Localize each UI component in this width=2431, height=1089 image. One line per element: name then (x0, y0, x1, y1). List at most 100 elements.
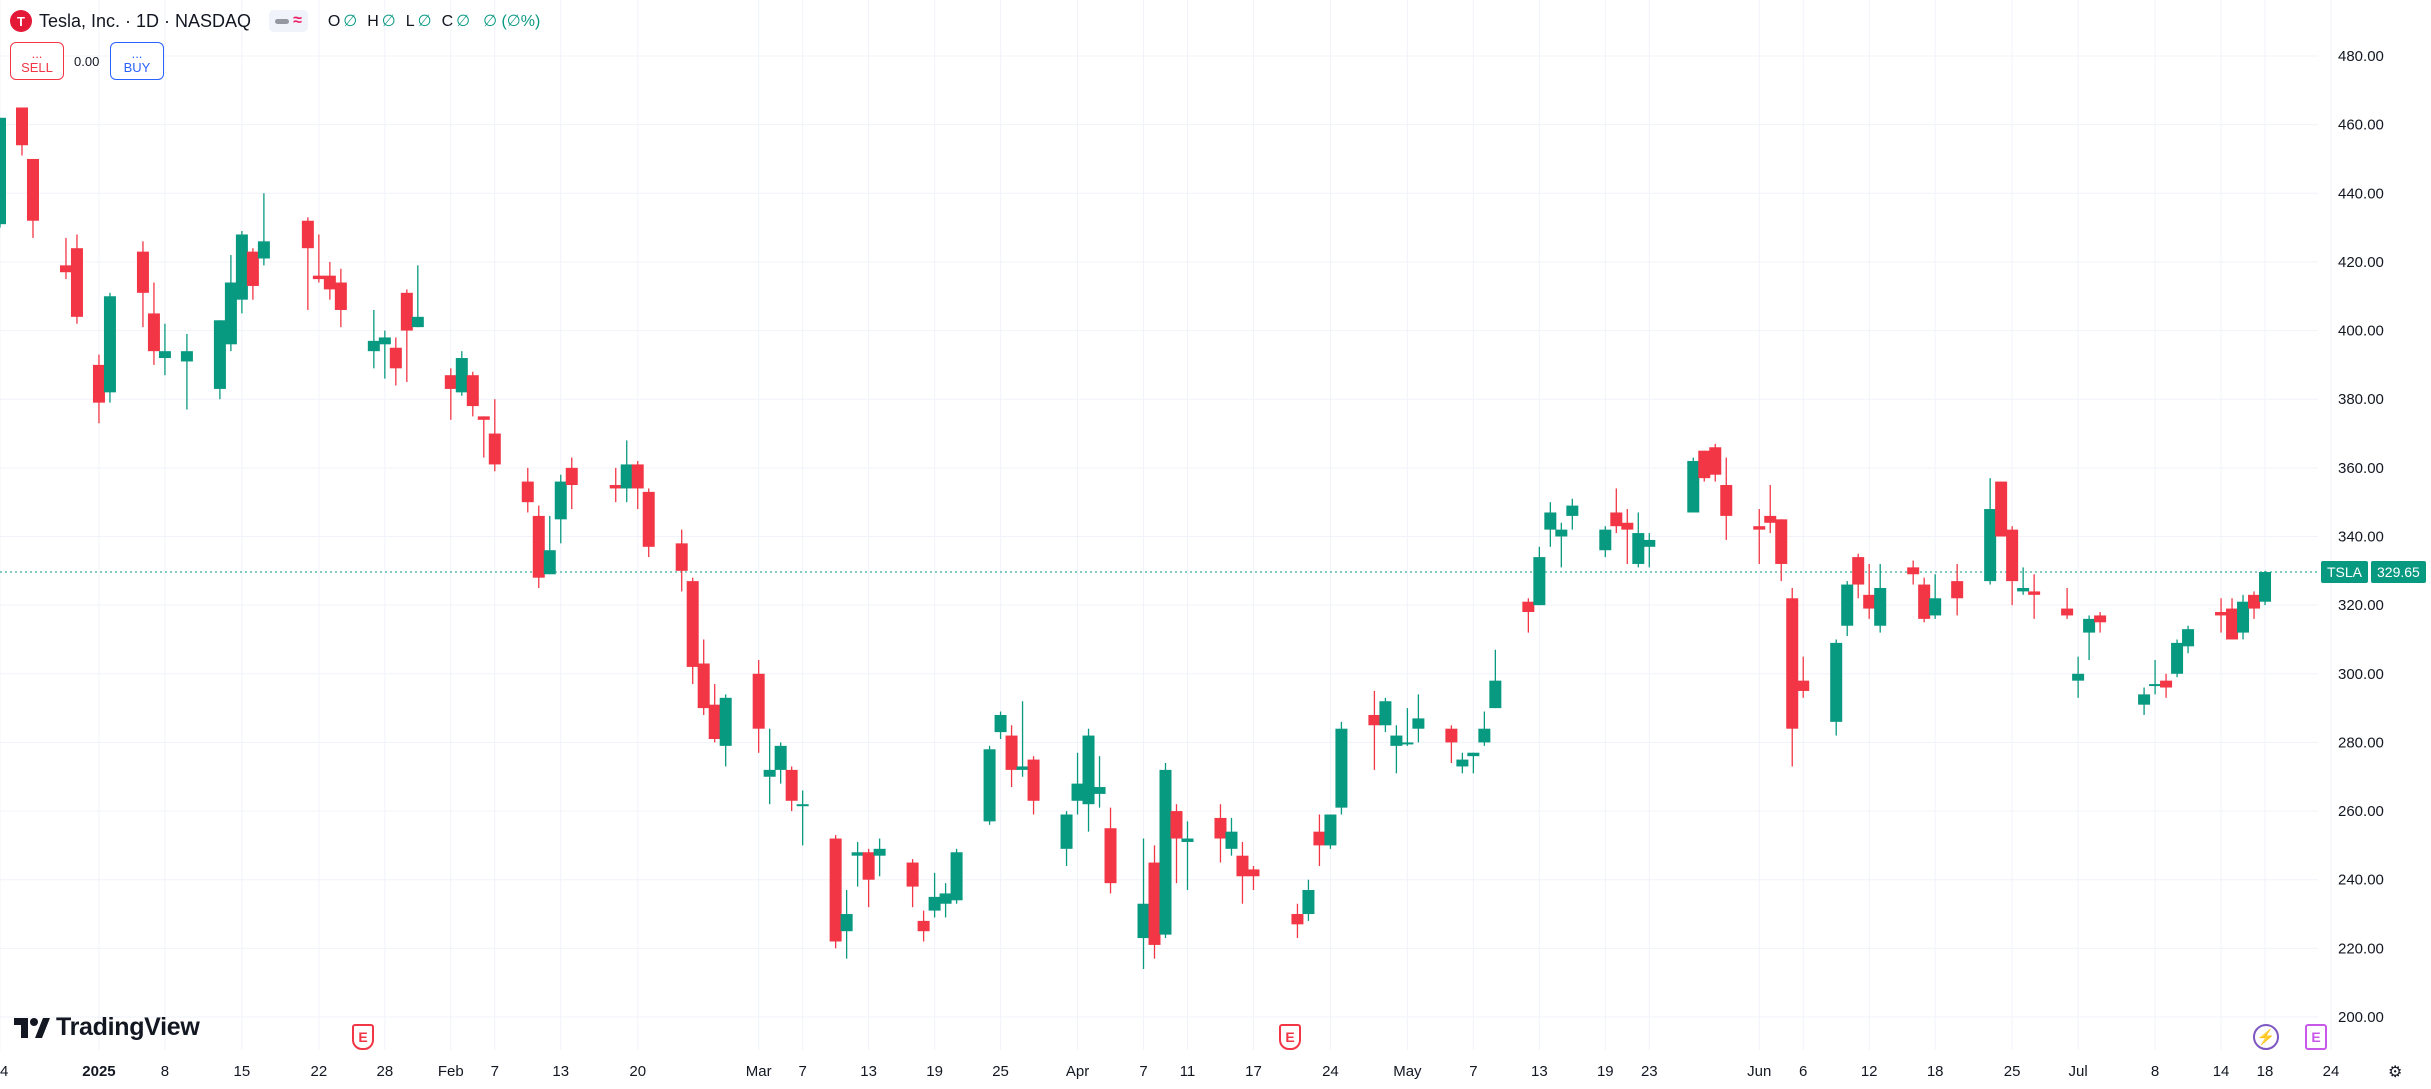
earnings-marker-upcoming[interactable]: E (2305, 1024, 2327, 1050)
candle-up[interactable] (2017, 567, 2030, 595)
candle-down[interactable] (565, 457, 578, 510)
candle-up[interactable] (1489, 649, 1502, 709)
earnings-marker-jan[interactable]: E (352, 1024, 374, 1050)
candle-down[interactable] (1610, 488, 1623, 534)
candle-down[interactable] (1753, 509, 1766, 564)
candle-up[interactable] (796, 790, 809, 846)
candle-down[interactable] (323, 261, 336, 300)
candle-down[interactable] (2248, 591, 2261, 619)
candle-down[interactable] (26, 158, 39, 238)
candle-up[interactable] (851, 841, 864, 887)
candle-down[interactable] (2028, 574, 2041, 619)
candle-up[interactable] (367, 309, 380, 369)
candle-up[interactable] (1456, 752, 1469, 774)
candle-up[interactable] (928, 872, 941, 918)
candle-up[interactable] (1401, 708, 1414, 746)
candle-down[interactable] (2094, 612, 2107, 633)
candle-down[interactable] (1005, 725, 1018, 788)
candle-up[interactable] (620, 440, 633, 503)
candle-down[interactable] (1720, 457, 1733, 540)
candle-up[interactable] (1016, 701, 1029, 777)
candle-down[interactable] (1170, 804, 1183, 884)
candle-down[interactable] (400, 289, 413, 383)
candle-down[interactable] (1863, 563, 1876, 619)
lightning-event-icon[interactable]: ⚡ (2253, 1024, 2279, 1050)
candle-up[interactable] (763, 728, 776, 805)
candle-up[interactable] (1335, 721, 1348, 815)
candle-up[interactable] (543, 515, 556, 575)
candle-down[interactable] (1797, 656, 1810, 698)
candle-down[interactable] (1995, 481, 2008, 537)
candle-down[interactable] (477, 416, 490, 458)
candle-up[interactable] (2259, 570, 2272, 606)
candle-down[interactable] (466, 371, 479, 417)
candle-down[interactable] (1621, 509, 1634, 564)
candle-up[interactable] (1159, 763, 1172, 939)
candle-down[interactable] (642, 488, 655, 558)
candle-up[interactable] (1599, 526, 1612, 558)
candle-down[interactable] (1852, 553, 1865, 599)
candle-up[interactable] (719, 694, 732, 767)
candle-down[interactable] (1709, 443, 1722, 482)
candle-down[interactable] (1291, 903, 1304, 939)
candle-up[interactable] (2149, 660, 2162, 695)
candle-up[interactable] (0, 117, 6, 228)
candle-down[interactable] (785, 766, 798, 812)
candle-up[interactable] (2237, 594, 2250, 640)
candle-down[interactable] (1368, 690, 1381, 770)
candle-up[interactable] (1082, 728, 1095, 832)
candle-up[interactable] (1137, 838, 1150, 969)
candle-up[interactable] (1412, 694, 1425, 743)
candle-up[interactable] (1071, 752, 1084, 815)
candle-up[interactable] (994, 711, 1007, 739)
candle-up[interactable] (1632, 512, 1645, 568)
candle-down[interactable] (1247, 865, 1260, 891)
candle-down[interactable] (521, 467, 534, 513)
candle-down[interactable] (752, 660, 765, 753)
buy-button[interactable]: ... BUY (110, 42, 164, 80)
candle-down[interactable] (136, 241, 149, 328)
candle-down[interactable] (1104, 807, 1117, 894)
candle-up[interactable] (1379, 697, 1392, 733)
tradingview-logo[interactable]: TradingView (14, 1013, 200, 1042)
candle-up[interactable] (2072, 656, 2085, 698)
candle-up[interactable] (1929, 574, 1942, 619)
candle-down[interactable] (1027, 756, 1040, 815)
candle-up[interactable] (180, 334, 193, 410)
candle-up[interactable] (1181, 821, 1194, 891)
candle-down[interactable] (1786, 587, 1799, 767)
candle-down[interactable] (334, 268, 347, 328)
earnings-marker-apr[interactable]: E (1279, 1024, 1301, 1050)
candle-down[interactable] (2006, 526, 2019, 606)
candle-down[interactable] (697, 639, 710, 715)
candle-down[interactable] (686, 577, 699, 685)
candle-up[interactable] (2171, 639, 2184, 678)
candle-up[interactable] (1478, 711, 1491, 746)
wave-icon[interactable]: ≈ (293, 12, 302, 29)
candle-down[interactable] (15, 107, 28, 156)
candle-up[interactable] (774, 742, 787, 784)
candle-up[interactable] (103, 292, 116, 403)
candle-down[interactable] (2226, 598, 2239, 640)
candle-down[interactable] (1918, 577, 1931, 623)
candle-up[interactable] (2138, 687, 2151, 715)
candle-up[interactable] (1533, 546, 1546, 606)
candle-down[interactable] (2061, 587, 2074, 619)
candle-up[interactable] (840, 890, 853, 959)
candle-down[interactable] (444, 368, 457, 420)
candle-up[interactable] (213, 320, 226, 400)
candle-down[interactable] (488, 399, 501, 472)
candle-down[interactable] (1148, 845, 1161, 959)
candle-up[interactable] (554, 474, 567, 544)
candle-down[interactable] (1907, 560, 1920, 585)
candle-up[interactable] (1984, 478, 1997, 585)
candle-down[interactable] (1522, 598, 1535, 633)
symbol-title[interactable]: Tesla, Inc. · 1D · NASDAQ (39, 10, 252, 31)
candle-down[interactable] (2215, 598, 2228, 633)
candle-down[interactable] (1764, 485, 1777, 534)
candle-up[interactable] (378, 330, 391, 379)
candle-down[interactable] (862, 848, 875, 908)
candle-down[interactable] (59, 237, 72, 280)
candle-down[interactable] (1236, 841, 1249, 904)
